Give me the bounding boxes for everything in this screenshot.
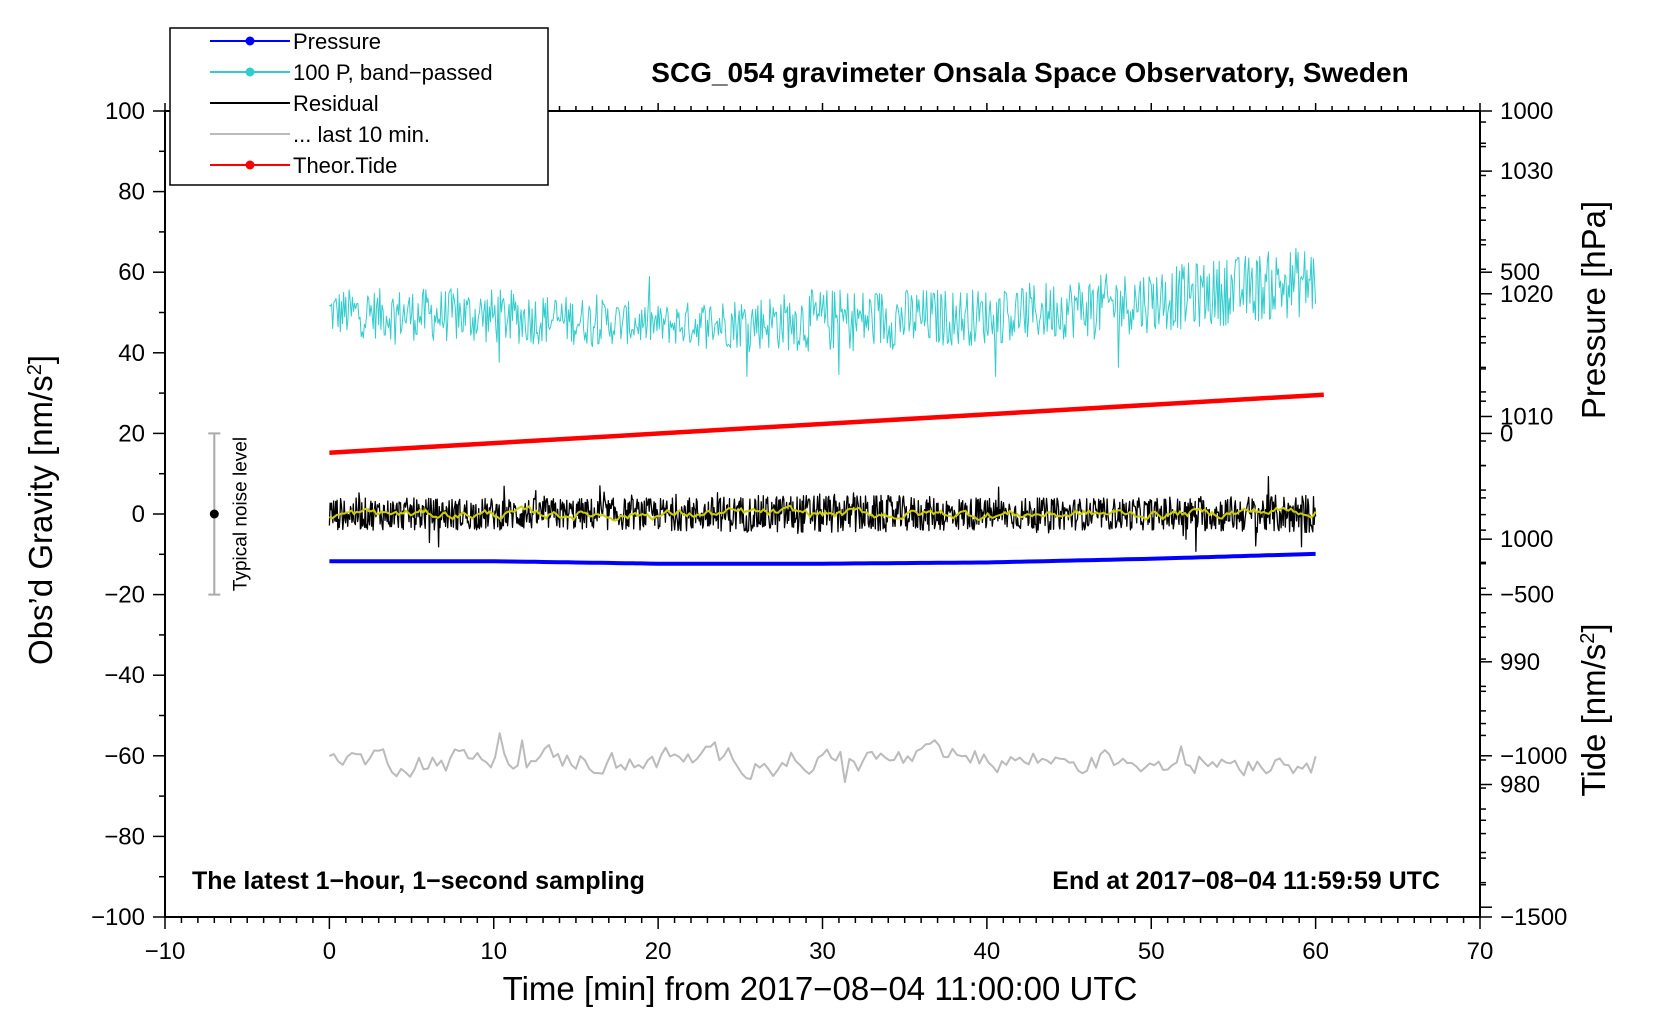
y-tick-label: 60 xyxy=(118,259,145,286)
y-axis-title-main: Obs’d Gravity [nm/s xyxy=(22,375,59,665)
x-tick-label: 10 xyxy=(480,938,507,965)
pressure-tick-label: 1020 xyxy=(1500,281,1553,308)
tide-axis-title-end: ] xyxy=(1575,623,1612,632)
annotation-bottom-right: End at 2017−08−04 11:59:59 UTC xyxy=(1052,867,1440,895)
x-tick-label: 20 xyxy=(645,938,672,965)
y-tick-label: 80 xyxy=(118,179,145,206)
tide-axis-title-main: Tide [nm/s xyxy=(1575,644,1612,797)
tide-axis-title-sup: 2 xyxy=(1577,633,1599,644)
y-tick-label: 40 xyxy=(118,340,145,367)
x-tick-label: 60 xyxy=(1302,938,1329,965)
y-tick-label: −40 xyxy=(104,662,145,689)
legend-box xyxy=(169,27,549,186)
tide-tick-label: 1000 xyxy=(1500,98,1553,125)
x-tick-label: 50 xyxy=(1138,938,1165,965)
y-tick-label: −80 xyxy=(104,823,145,850)
pressure-axis-title: Pressure [hPa] xyxy=(1575,201,1612,419)
pressure-tick-label: 1010 xyxy=(1500,403,1553,430)
legend-entry-label: Residual xyxy=(293,91,379,116)
tide-tick-label: −1000 xyxy=(1500,743,1567,770)
noise-bar: Typical noise level xyxy=(208,432,251,596)
legend-entry-label: Theor.Tide xyxy=(293,153,397,178)
y-axis-title-end: ] xyxy=(22,355,59,364)
legend-swatch-marker xyxy=(245,160,255,170)
y-axis-title: Obs’d Gravity [nm/s2] xyxy=(22,355,59,665)
series-last-10-min xyxy=(328,732,1317,783)
pressure-tick-label: 1000 xyxy=(1500,526,1553,553)
pressure-tick-label: 1030 xyxy=(1500,158,1553,185)
pressure-tick-label: 990 xyxy=(1500,649,1540,676)
tide-tick-label: 0 xyxy=(1500,420,1513,447)
series-pressure xyxy=(329,551,1316,566)
tide-tick-label: −500 xyxy=(1500,582,1554,609)
y-tick-label: 100 xyxy=(105,98,145,125)
y-tick-label: −60 xyxy=(104,743,145,770)
noise-bar-label: Typical noise level xyxy=(230,437,251,591)
pressure-tick-label: 980 xyxy=(1500,772,1540,799)
y-tick-label: −100 xyxy=(91,904,145,931)
series-band-passed-pressure xyxy=(329,247,1317,377)
legend-swatch-marker xyxy=(245,36,255,46)
noise-bar-center-dot xyxy=(209,509,219,519)
annotation-bottom-left: The latest 1−hour, 1−second sampling xyxy=(192,867,645,895)
tide-tick-label: −1500 xyxy=(1500,904,1567,931)
legend-entry-label: ... last 10 min. xyxy=(293,122,430,147)
legend-entry-label: 100 P, band−passed xyxy=(293,60,493,85)
tide-tick-label: 500 xyxy=(1500,259,1540,286)
y-tick-label: −20 xyxy=(104,582,145,609)
x-tick-label: −10 xyxy=(145,938,186,965)
legend-entry-label: Pressure xyxy=(293,29,381,54)
tick-labels: −10 0 10 20 30 40 50 60 70−100−80−60−40−20020406… xyxy=(91,98,1567,965)
y-tick-label: 20 xyxy=(118,420,145,447)
series-residual xyxy=(328,475,1317,552)
chart-title: SCG_054 gravimeter Onsala Space Observat… xyxy=(651,57,1408,88)
x-axis-title: Time [min] from 2017−08−04 11:00:00 UTC xyxy=(503,970,1138,1007)
x-tick-label: 30 xyxy=(809,938,836,965)
series-layer xyxy=(328,247,1324,783)
x-tick-label: 40 xyxy=(974,938,1001,965)
x-tick-label: 70 xyxy=(1467,938,1494,965)
series-theor-tide xyxy=(329,392,1324,455)
legend: Pressure 100 P, band−passed Residual ... la… xyxy=(169,27,549,186)
y-axis-title-sup: 2 xyxy=(24,364,46,375)
tide-axis-title: Tide [nm/s2] xyxy=(1575,623,1612,796)
x-tick-label: 0 xyxy=(323,938,336,965)
y-tick-label: 0 xyxy=(132,501,145,528)
legend-swatch-marker xyxy=(245,67,255,77)
series-smoothed-residual xyxy=(328,504,1317,522)
